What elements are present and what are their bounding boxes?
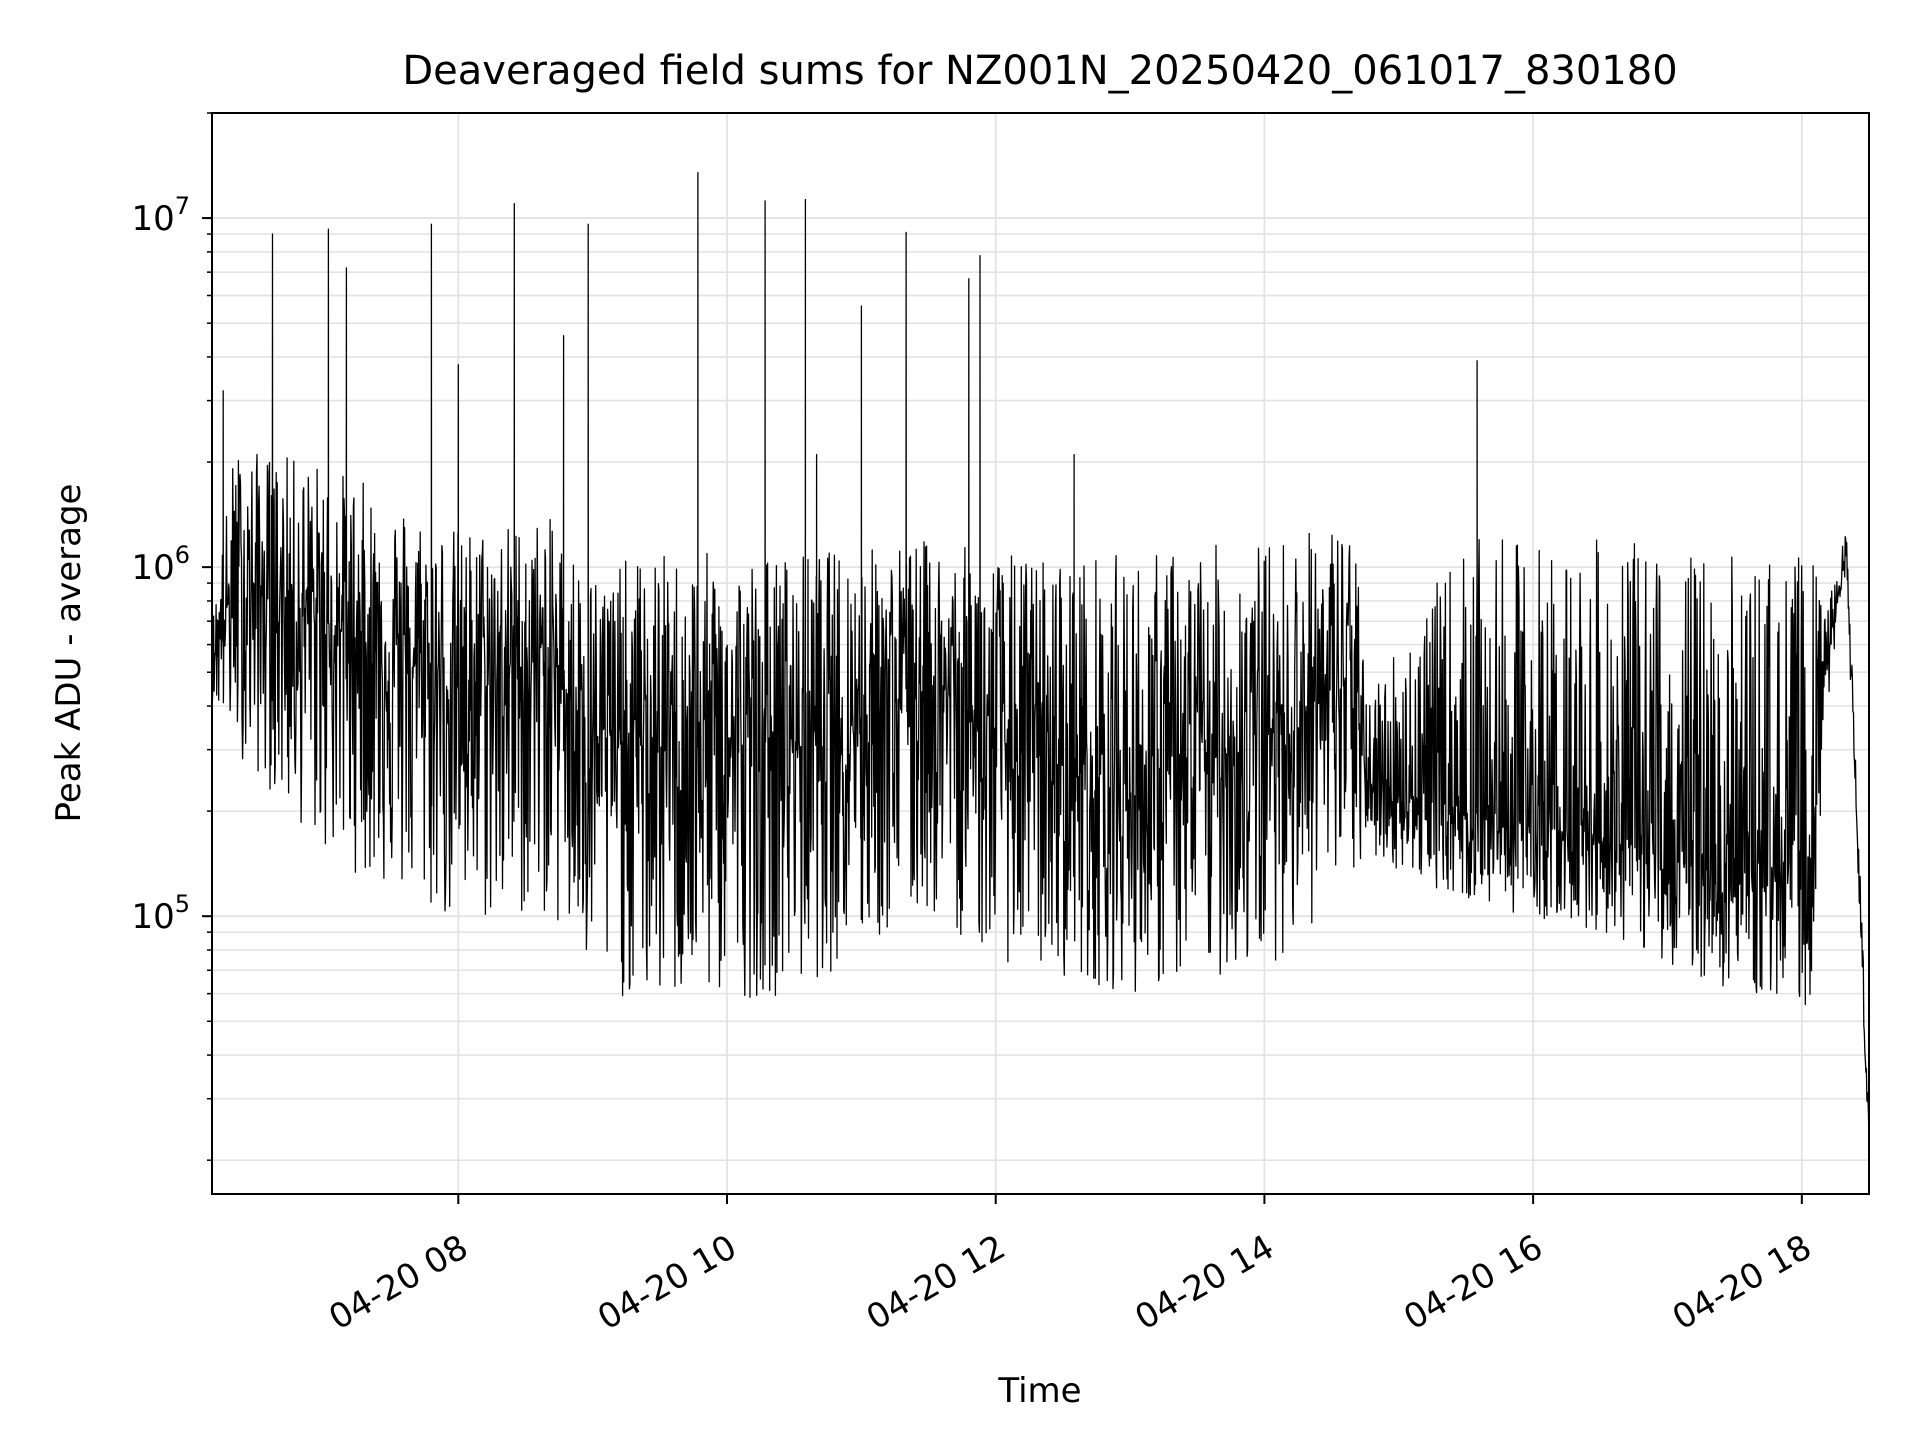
series-line-0 [211,171,1870,1157]
x-tick-label: 04-20 18 [1666,1227,1818,1338]
plot-frame [211,112,1870,1195]
x-tick-label: 04-20 12 [860,1227,1012,1338]
y-axis-label: Peak ADU - average [49,484,89,823]
y-tick-label: 106 [131,541,190,588]
series-line [211,171,1870,1157]
x-tick-label: 04-20 10 [591,1227,743,1338]
x-tick-label: 04-20 14 [1129,1227,1281,1338]
x-axis: 04-20 08 04-20 10 04-20 12 04-20 14 04-20 16… [322,1194,1818,1338]
y-tick-label: 107 [131,192,190,239]
x-tick-label: 04-20 16 [1397,1227,1549,1338]
y-tick-label: 105 [131,890,190,937]
x-tick-label: 04-20 08 [322,1227,474,1338]
y-axis: 105 106 107 [131,112,212,1161]
x-axis-label: Time [997,1371,1081,1411]
chart-title: Deaveraged field sums for NZ001N_2025042… [402,48,1677,94]
